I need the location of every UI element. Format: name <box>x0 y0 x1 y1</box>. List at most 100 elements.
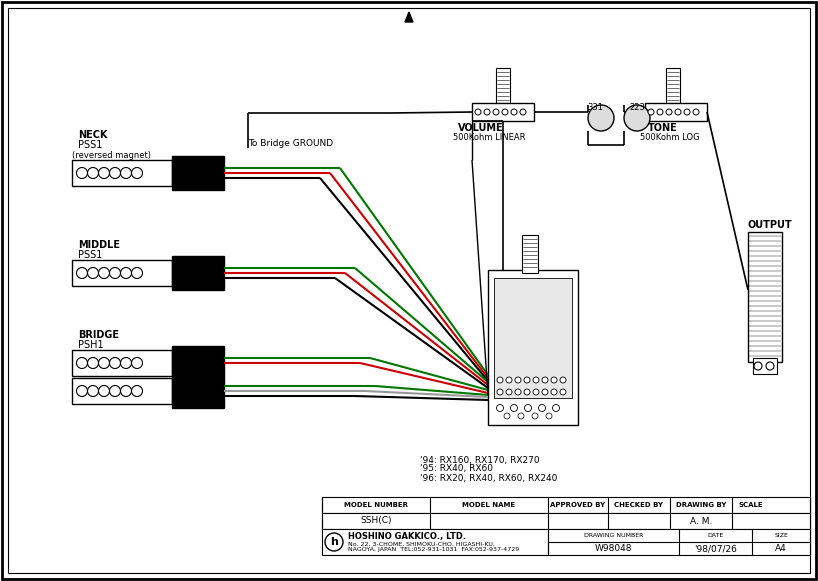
Circle shape <box>98 386 110 396</box>
Text: MIDDLE: MIDDLE <box>78 240 120 250</box>
Text: SCALE: SCALE <box>739 502 763 508</box>
Circle shape <box>120 357 132 368</box>
Text: MODEL NUMBER: MODEL NUMBER <box>344 502 408 508</box>
Circle shape <box>542 377 548 383</box>
Text: TONE: TONE <box>648 123 678 133</box>
Bar <box>472 103 534 121</box>
Circle shape <box>648 109 654 115</box>
Circle shape <box>515 389 521 395</box>
Circle shape <box>551 389 557 395</box>
Text: 500Kohm LINEAR: 500Kohm LINEAR <box>453 134 525 142</box>
Circle shape <box>110 357 120 368</box>
Circle shape <box>98 267 110 278</box>
Text: A. M.: A. M. <box>690 517 712 525</box>
Circle shape <box>88 167 98 178</box>
Bar <box>496 68 510 103</box>
Circle shape <box>504 413 510 419</box>
Text: 223: 223 <box>629 102 645 112</box>
Text: A4: A4 <box>775 544 787 553</box>
Text: h: h <box>330 537 338 547</box>
Circle shape <box>666 109 672 115</box>
Bar <box>753 358 777 374</box>
Text: PSS1: PSS1 <box>78 140 102 150</box>
Circle shape <box>88 267 98 278</box>
Text: DRAWING BY: DRAWING BY <box>676 502 726 508</box>
Circle shape <box>98 357 110 368</box>
Circle shape <box>132 357 142 368</box>
Circle shape <box>475 109 481 115</box>
Text: 500Kohm LOG: 500Kohm LOG <box>640 134 699 142</box>
Circle shape <box>588 105 614 131</box>
Text: MODEL NAME: MODEL NAME <box>462 502 515 508</box>
Circle shape <box>524 377 530 383</box>
Circle shape <box>110 267 120 278</box>
Text: '94: RX160, RX170, RX270: '94: RX160, RX170, RX270 <box>420 456 540 464</box>
Text: '95: RX40, RX60: '95: RX40, RX60 <box>420 464 493 474</box>
Text: No. 22, 3-CHOME, SHIMOKU-CHO, HIGASHI-KU,: No. 22, 3-CHOME, SHIMOKU-CHO, HIGASHI-KU… <box>348 541 495 547</box>
Circle shape <box>132 267 142 278</box>
Circle shape <box>518 413 524 419</box>
Circle shape <box>77 167 88 178</box>
Circle shape <box>497 377 503 383</box>
Circle shape <box>497 389 503 395</box>
Bar <box>72 350 172 376</box>
Circle shape <box>533 377 539 383</box>
Bar <box>522 235 538 273</box>
Circle shape <box>532 413 538 419</box>
Circle shape <box>520 109 526 115</box>
Text: OUTPUT: OUTPUT <box>748 220 793 230</box>
Circle shape <box>515 377 521 383</box>
Circle shape <box>506 377 512 383</box>
Bar <box>666 68 680 103</box>
Circle shape <box>766 362 774 370</box>
Text: NAGOYA, JAPAN  TEL:052-931-1031  FAX:052-937-4729: NAGOYA, JAPAN TEL:052-931-1031 FAX:052-9… <box>348 547 519 553</box>
Bar <box>488 270 578 425</box>
Circle shape <box>533 389 539 395</box>
Circle shape <box>538 404 546 411</box>
Circle shape <box>754 362 762 370</box>
Circle shape <box>546 413 552 419</box>
Circle shape <box>524 389 530 395</box>
Bar <box>172 256 224 290</box>
Text: PSH1: PSH1 <box>78 340 104 350</box>
Circle shape <box>551 377 557 383</box>
Text: DATE: DATE <box>708 533 724 538</box>
Text: HOSHINO GAKKICO., LTD.: HOSHINO GAKKICO., LTD. <box>348 532 466 540</box>
Text: DRAWING NUMBER: DRAWING NUMBER <box>584 533 643 538</box>
Polygon shape <box>405 12 413 22</box>
Circle shape <box>693 109 699 115</box>
Circle shape <box>98 167 110 178</box>
Circle shape <box>510 404 518 411</box>
Circle shape <box>624 105 650 131</box>
Circle shape <box>77 267 88 278</box>
Text: CHECKED BY: CHECKED BY <box>614 502 663 508</box>
Circle shape <box>675 109 681 115</box>
Circle shape <box>120 386 132 396</box>
Circle shape <box>120 167 132 178</box>
Circle shape <box>132 167 142 178</box>
Text: To Bridge GROUND: To Bridge GROUND <box>248 138 333 148</box>
Text: BRIDGE: BRIDGE <box>78 330 119 340</box>
Text: APPROVED BY: APPROVED BY <box>551 502 605 508</box>
Circle shape <box>502 109 508 115</box>
Bar <box>322 513 810 529</box>
Bar <box>72 260 172 286</box>
Bar <box>748 232 782 362</box>
Bar <box>322 497 810 513</box>
Circle shape <box>684 109 690 115</box>
Bar <box>494 278 572 398</box>
Circle shape <box>497 404 504 411</box>
Circle shape <box>511 109 517 115</box>
Circle shape <box>657 109 663 115</box>
Circle shape <box>542 389 548 395</box>
Circle shape <box>493 109 499 115</box>
Text: SIZE: SIZE <box>775 533 788 538</box>
Text: SSH(C): SSH(C) <box>360 517 392 525</box>
Circle shape <box>325 533 343 551</box>
Bar <box>72 160 172 186</box>
Circle shape <box>88 386 98 396</box>
Circle shape <box>77 357 88 368</box>
Circle shape <box>88 357 98 368</box>
Text: VOLUME: VOLUME <box>458 123 504 133</box>
Circle shape <box>506 389 512 395</box>
